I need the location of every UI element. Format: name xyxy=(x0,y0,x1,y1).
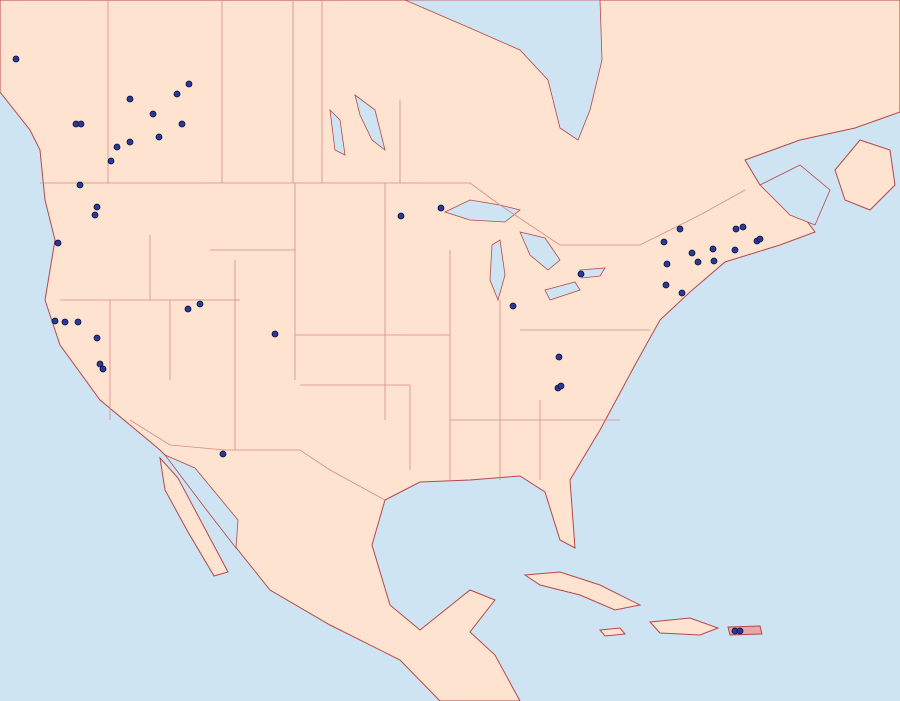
occurrence-dot-icon xyxy=(577,270,585,278)
occurrence-dot-icon xyxy=(76,181,84,189)
occurrence-dot-icon xyxy=(107,157,115,165)
occurrence-dot-icon xyxy=(694,258,702,266)
occurrence-dot-icon xyxy=(509,302,517,310)
caribbean-islands xyxy=(523,571,763,637)
occurrence-dot-icon xyxy=(155,133,163,141)
occurrence-dot-icon xyxy=(184,305,192,313)
occurrence-dot-icon xyxy=(77,120,85,128)
occurrence-dot-icon xyxy=(74,318,82,326)
hudson-bay xyxy=(404,0,603,141)
occurrence-dot-icon xyxy=(437,204,445,212)
occurrence-dot-icon xyxy=(731,246,739,254)
occurrence-dot-icon xyxy=(113,143,121,151)
gulf-of-california xyxy=(163,454,239,550)
newfoundland xyxy=(834,139,896,211)
occurrence-dot-icon xyxy=(736,627,744,635)
occurrence-dot-icon xyxy=(739,223,747,231)
occurrence-dot-icon xyxy=(219,450,227,458)
occurrence-dot-icon xyxy=(196,300,204,308)
political-borders xyxy=(40,0,746,501)
occurrence-dot-icon xyxy=(732,225,740,233)
occurrence-dot-icon xyxy=(397,212,405,220)
occurrence-dot-icon xyxy=(710,257,718,265)
occurrence-dot-icon xyxy=(126,138,134,146)
occurrence-dot-icon xyxy=(709,245,717,253)
occurrence-markers xyxy=(12,55,764,635)
occurrence-dot-icon xyxy=(61,318,69,326)
occurrence-dot-icon xyxy=(99,365,107,373)
occurrence-dot-icon xyxy=(756,235,764,243)
occurrence-dot-icon xyxy=(660,238,668,246)
occurrence-dot-icon xyxy=(178,120,186,128)
occurrence-dot-icon xyxy=(54,239,62,247)
occurrence-dot-icon xyxy=(555,353,563,361)
gulf-of-st-lawrence xyxy=(759,164,831,226)
occurrence-dot-icon xyxy=(676,225,684,233)
occurrence-dot-icon xyxy=(51,317,59,325)
border-line xyxy=(129,419,386,501)
occurrence-dot-icon xyxy=(12,55,20,63)
occurrence-dot-icon xyxy=(662,281,670,289)
baja-california xyxy=(159,456,229,577)
occurrence-dot-icon xyxy=(271,330,279,338)
occurrence-dot-icon xyxy=(185,80,193,88)
occurrence-dot-icon xyxy=(678,289,686,297)
occurrence-dot-icon xyxy=(93,334,101,342)
border-line xyxy=(40,182,746,246)
occurrence-dot-icon xyxy=(96,360,104,368)
occurrence-dot-icon xyxy=(557,382,565,390)
occurrence-dot-icon xyxy=(688,249,696,257)
occurrence-dot-icon xyxy=(93,203,101,211)
occurrence-dot-icon xyxy=(91,211,99,219)
occurrence-dot-icon xyxy=(663,260,671,268)
occurrence-dot-icon xyxy=(173,90,181,98)
occurrence-dot-icon xyxy=(149,110,157,118)
occurrence-dot-icon xyxy=(126,95,134,103)
